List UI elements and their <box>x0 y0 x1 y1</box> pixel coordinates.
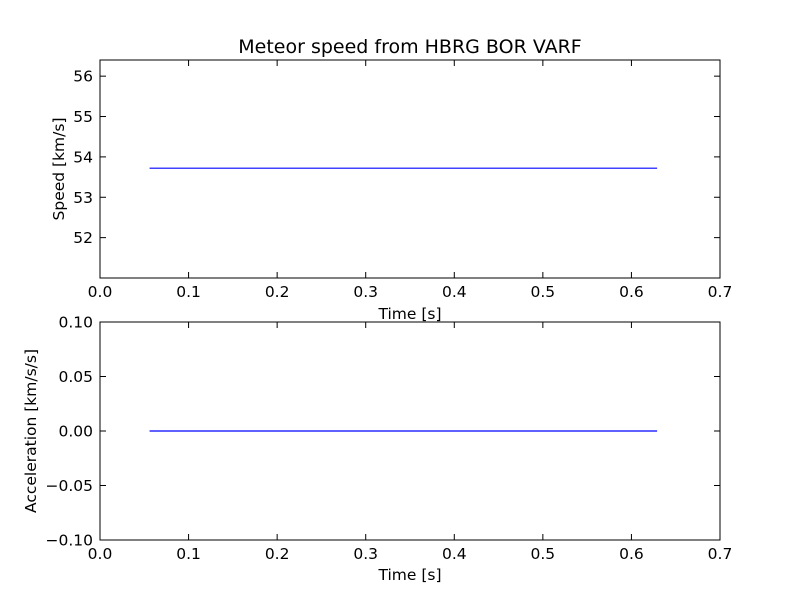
acceleration-x-tick-label: 0.7 <box>708 545 733 563</box>
speed-y-axis-label: Speed [km/s] <box>50 118 68 221</box>
speed-y-tick-label: 55 <box>73 108 93 126</box>
speed-y-tick-label: 52 <box>73 229 93 247</box>
acceleration-y-tick-label: 0.05 <box>58 368 93 386</box>
chart-title: Meteor speed from HBRG BOR VARF <box>238 36 581 58</box>
speed-y-tick-label: 54 <box>73 148 93 166</box>
acceleration-y-tick-label: 0.10 <box>58 314 93 332</box>
acceleration-x-tick-label: 0.2 <box>265 545 290 563</box>
speed-y-tick-label: 56 <box>73 68 93 86</box>
speed-x-axis-label: Time [s] <box>377 305 441 323</box>
acceleration-y-axis-label: Acceleration [km/s/s] <box>22 349 40 513</box>
acceleration-x-tick-label: 0.6 <box>619 545 644 563</box>
speed-x-tick-label: 0.6 <box>619 283 644 301</box>
acceleration-x-tick-label: 0.1 <box>176 545 201 563</box>
acceleration-x-tick-label: 0.5 <box>531 545 556 563</box>
speed-x-tick-label: 0.5 <box>531 283 556 301</box>
acceleration-y-tick-label: −0.10 <box>46 532 94 550</box>
speed-plot-frame <box>99 59 721 279</box>
acceleration-x-tick-label: 0.4 <box>442 545 467 563</box>
speed-x-tick-label: 0.2 <box>265 283 290 301</box>
speed-y-tick-label: 53 <box>73 189 93 207</box>
acceleration-y-tick-label: −0.05 <box>46 477 94 495</box>
speed-x-tick-label: 0.7 <box>708 283 733 301</box>
speed-ticks: 0.0 0.1 0.2 0.3 0.4 0.5 0.6 0.7 52 53 54 55 56 <box>73 60 732 301</box>
speed-subplot: Meteor speed from HBRG BOR VARF 0.0 0.1 0.… <box>50 36 732 323</box>
acceleration-x-axis-label: Time [s] <box>377 566 441 584</box>
acceleration-x-tick-label: 0.0 <box>88 545 113 563</box>
acceleration-ticks: 0.0 0.1 0.2 0.3 0.4 0.5 0.6 0.7 −0.10 −0.05 0.00 0.… <box>46 314 733 564</box>
speed-x-tick-label: 0.3 <box>353 283 378 301</box>
speed-x-tick-label: 0.0 <box>88 283 113 301</box>
acceleration-subplot: 0.0 0.1 0.2 0.3 0.4 0.5 0.6 0.7 −0.10 −0.05 0.00 0.… <box>22 314 732 585</box>
speed-x-tick-label: 0.4 <box>442 283 467 301</box>
speed-x-tick-label: 0.1 <box>176 283 201 301</box>
acceleration-y-tick-label: 0.00 <box>58 423 93 441</box>
acceleration-x-tick-label: 0.3 <box>353 545 378 563</box>
